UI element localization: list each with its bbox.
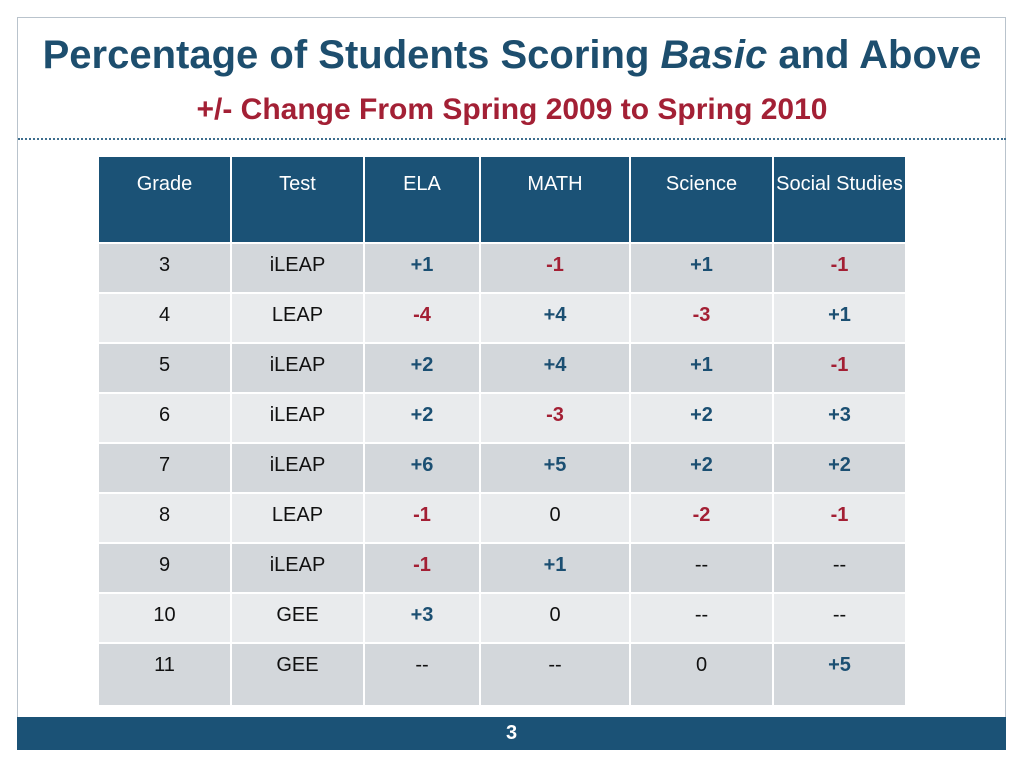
- header-math: MATH: [479, 157, 631, 243]
- header-ela: ELA: [363, 157, 481, 243]
- cell-math: -1: [479, 242, 631, 294]
- cell-science: --: [629, 592, 774, 644]
- cell-ela: -4: [363, 292, 481, 344]
- cell-ela: --: [363, 642, 481, 707]
- cell-ela: +2: [363, 342, 481, 394]
- cell-social-studies: +2: [772, 442, 907, 494]
- table-row: 9 iLEAP -1 +1 -- --: [97, 542, 907, 594]
- cell-science: 0: [629, 642, 774, 707]
- header-science: Science: [629, 157, 774, 243]
- cell-ela: +3: [363, 592, 481, 644]
- cell-test: iLEAP: [230, 392, 365, 444]
- cell-test: GEE: [230, 642, 365, 707]
- cell-social-studies: --: [772, 592, 907, 644]
- cell-test: iLEAP: [230, 442, 365, 494]
- title-prefix: Percentage of Students Scoring: [42, 33, 661, 77]
- cell-science: +1: [629, 342, 774, 394]
- cell-grade: 4: [97, 292, 232, 344]
- table-row: 7 iLEAP +6 +5 +2 +2: [97, 442, 907, 494]
- cell-grade: 3: [97, 242, 232, 294]
- cell-test: LEAP: [230, 492, 365, 544]
- slide-subtitle: +/- Change From Spring 2009 to Spring 20…: [196, 93, 828, 126]
- cell-social-studies: -1: [772, 492, 907, 544]
- cell-grade: 7: [97, 442, 232, 494]
- table-row: 5 iLEAP +2 +4 +1 -1: [97, 342, 907, 394]
- table-header-row: Grade Test ELA MATH Science Social Studi…: [97, 157, 907, 243]
- cell-test: iLEAP: [230, 542, 365, 594]
- cell-math: 0: [479, 592, 631, 644]
- cell-social-studies: +1: [772, 292, 907, 344]
- cell-grade: 8: [97, 492, 232, 544]
- page-number: 3: [505, 722, 518, 744]
- table-row: 10 GEE +3 0 -- --: [97, 592, 907, 644]
- dotted-divider: [18, 138, 1006, 140]
- cell-science: +1: [629, 242, 774, 294]
- cell-math: --: [479, 642, 631, 707]
- cell-social-studies: -1: [772, 342, 907, 394]
- cell-social-studies: --: [772, 542, 907, 594]
- cell-grade: 6: [97, 392, 232, 444]
- cell-science: --: [629, 542, 774, 594]
- cell-math: 0: [479, 492, 631, 544]
- title-suffix: and Above: [767, 33, 982, 77]
- table-row: 6 iLEAP +2 -3 +2 +3: [97, 392, 907, 444]
- header-grade: Grade: [97, 157, 232, 243]
- cell-math: -3: [479, 392, 631, 444]
- cell-test: GEE: [230, 592, 365, 644]
- cell-math: +5: [479, 442, 631, 494]
- table-body: 3 iLEAP +1 -1 +1 -1 4 LEAP -4 +4 -3 +1 5 iLEAP +2 +4 +1-…: [97, 242, 907, 707]
- cell-grade: 5: [97, 342, 232, 394]
- cell-test: LEAP: [230, 292, 365, 344]
- cell-test: iLEAP: [230, 242, 365, 294]
- cell-ela: +2: [363, 392, 481, 444]
- cell-science: -2: [629, 492, 774, 544]
- table-row: 11 GEE -- -- 0 +5: [97, 642, 907, 707]
- table-row: 3 iLEAP +1 -1 +1 -1: [97, 242, 907, 294]
- score-change-table: Grade Test ELA MATH Science Social Studi…: [97, 157, 907, 707]
- cell-ela: +6: [363, 442, 481, 494]
- header-social-studies: Social Studies: [772, 157, 907, 243]
- cell-grade: 11: [97, 642, 232, 707]
- title-emphasis: Basic: [660, 33, 768, 77]
- cell-ela: +1: [363, 242, 481, 294]
- cell-grade: 9: [97, 542, 232, 594]
- cell-math: +4: [479, 292, 631, 344]
- header-test: Test: [230, 157, 365, 243]
- cell-ela: -1: [363, 492, 481, 544]
- cell-social-studies: +5: [772, 642, 907, 707]
- table-row: 4 LEAP -4 +4 -3 +1: [97, 292, 907, 344]
- table-row: 8 LEAP -1 0 -2 -1: [97, 492, 907, 544]
- cell-science: -3: [629, 292, 774, 344]
- cell-science: +2: [629, 392, 774, 444]
- cell-social-studies: +3: [772, 392, 907, 444]
- cell-science: +2: [629, 442, 774, 494]
- cell-grade: 10: [97, 592, 232, 644]
- cell-social-studies: -1: [772, 242, 907, 294]
- cell-math: +4: [479, 342, 631, 394]
- cell-math: +1: [479, 542, 631, 594]
- cell-ela: -1: [363, 542, 481, 594]
- slide-title: Percentage of Students Scoring Basic and…: [0, 31, 1024, 79]
- cell-test: iLEAP: [230, 342, 365, 394]
- footer-bar: 3: [17, 717, 1006, 750]
